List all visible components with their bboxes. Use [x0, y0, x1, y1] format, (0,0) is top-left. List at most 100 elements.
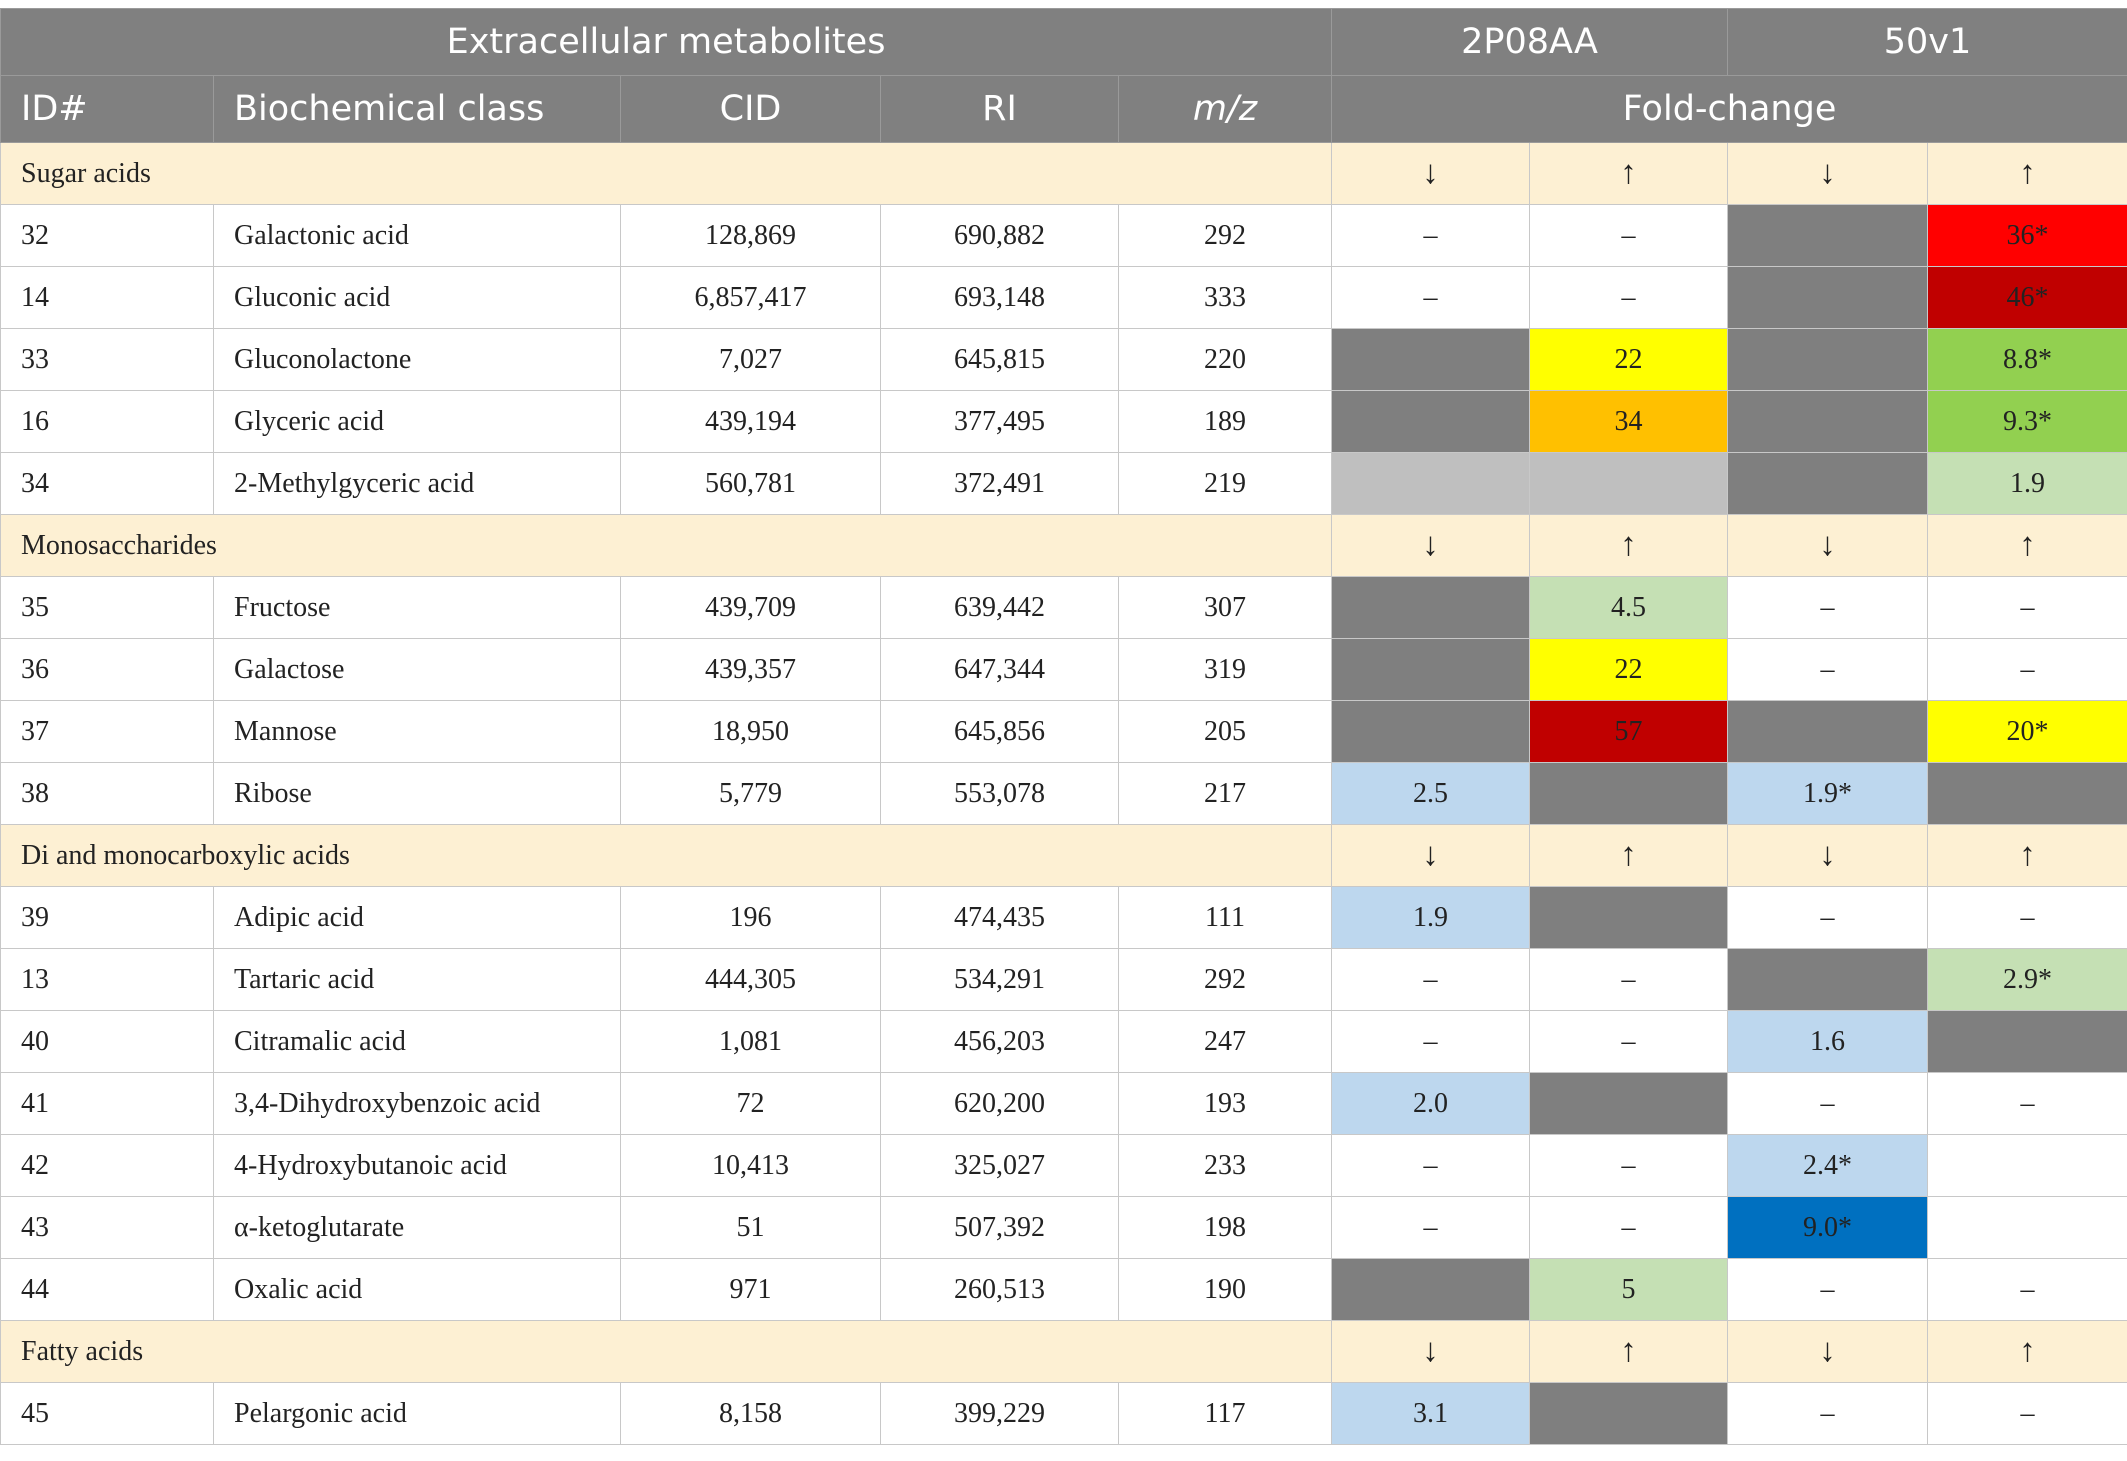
table-row: 16 Glyceric acid 439,194 377,495 189 34 9.3*	[0, 390, 2127, 453]
cell-fold-change-2p08aa-down: –	[1331, 266, 1531, 329]
cell-id: 36	[0, 638, 214, 701]
cell-fold-change-50v1-up: –	[1927, 1072, 2127, 1135]
cell-fold-change-2p08aa-up: –	[1529, 1010, 1729, 1073]
cell-cid: 18,950	[620, 700, 881, 763]
cell-biochemical-class: Galactose	[213, 638, 621, 701]
cell-cid: 6,857,417	[620, 266, 881, 329]
arrow-down-icon: ↓	[1727, 824, 1929, 887]
cell-mz: 333	[1117, 266, 1333, 329]
category-label: Di and monocarboxylic acids	[0, 824, 1333, 887]
cell-fold-change-2p08aa-down: 2.5	[1331, 762, 1531, 825]
cell-fold-change-50v1-up: 20*	[1927, 700, 2127, 763]
cell-ri: 399,229	[880, 1382, 1119, 1445]
cell-ri: 372,491	[880, 452, 1119, 515]
cell-fold-change-2p08aa-up: 22	[1529, 328, 1729, 391]
arrow-up-icon: ↑	[1927, 142, 2127, 205]
cell-biochemical-class: α-ketoglutarate	[213, 1196, 621, 1259]
cell-biochemical-class: Fructose	[213, 576, 621, 639]
table-row: 35 Fructose 439,709 639,442 307 4.5– –	[0, 576, 2127, 639]
cell-fold-change-2p08aa-up	[1529, 452, 1729, 515]
header-row-2: ID# Biochemical class CID RI m/z Fold-ch…	[0, 75, 2127, 143]
cell-fold-change-50v1-down: –	[1727, 1258, 1929, 1321]
cell-fold-change-50v1-down	[1727, 452, 1929, 515]
col-id-header: ID#	[0, 75, 214, 143]
cell-mz: 292	[1117, 204, 1333, 267]
col-mz-header: m/z	[1117, 75, 1333, 143]
cell-ri: 620,200	[880, 1072, 1119, 1135]
cell-biochemical-class: Oxalic acid	[213, 1258, 621, 1321]
cell-id: 13	[0, 948, 214, 1011]
cell-mz: 190	[1117, 1258, 1333, 1321]
col-cid-header: CID	[620, 75, 881, 143]
cell-fold-change-50v1-down	[1727, 204, 1929, 267]
cell-fold-change-2p08aa-down	[1331, 452, 1531, 515]
cell-biochemical-class: Glyceric acid	[213, 390, 621, 453]
cell-mz: 189	[1117, 390, 1333, 453]
cell-biochemical-class: 2-Methylgyceric acid	[213, 452, 621, 515]
cell-mz: 219	[1117, 452, 1333, 515]
cell-mz: 198	[1117, 1196, 1333, 1259]
header-row-1: Extracellular metabolites 2P08AA 50v1	[0, 8, 2127, 76]
cell-ri: 690,882	[880, 204, 1119, 267]
category-label: Sugar acids	[0, 142, 1333, 205]
arrow-down-icon: ↓	[1331, 142, 1531, 205]
cell-mz: 111	[1117, 886, 1333, 949]
arrow-down-icon: ↓	[1727, 514, 1929, 577]
cell-fold-change-50v1-down	[1727, 328, 1929, 391]
table-row: 38 Ribose 5,779 553,078 217 2.5 1.9*	[0, 762, 2127, 825]
cell-fold-change-50v1-down: –	[1727, 1072, 1929, 1135]
table-row: 40 Citramalic acid 1,081 456,203 247– –1.6	[0, 1010, 2127, 1073]
cell-mz: 319	[1117, 638, 1333, 701]
arrow-up-icon: ↑	[1927, 824, 2127, 887]
cell-id: 14	[0, 266, 214, 329]
cell-biochemical-class: Mannose	[213, 700, 621, 763]
cell-cid: 8,158	[620, 1382, 881, 1445]
table-row: 41 3,4-Dihydroxybenzoic acid 72 620,200 193 2…	[0, 1072, 2127, 1135]
cell-ri: 377,495	[880, 390, 1119, 453]
table-row: 44 Oxalic acid 971 260,513 190 5– –	[0, 1258, 2127, 1321]
cell-ri: 645,856	[880, 700, 1119, 763]
cell-fold-change-2p08aa-up: 57	[1529, 700, 1729, 763]
cell-fold-change-50v1-up	[1927, 1010, 2127, 1073]
cell-fold-change-2p08aa-up: –	[1529, 948, 1729, 1011]
cell-biochemical-class: Pelargonic acid	[213, 1382, 621, 1445]
cell-fold-change-2p08aa-down: 3.1	[1331, 1382, 1531, 1445]
arrow-up-icon: ↑	[1529, 514, 1729, 577]
cell-fold-change-50v1-up: 46*	[1927, 266, 2127, 329]
arrow-down-icon: ↓	[1331, 514, 1531, 577]
cell-fold-change-50v1-up: 9.3*	[1927, 390, 2127, 453]
cell-fold-change-50v1-down: 1.9*	[1727, 762, 1929, 825]
cell-fold-change-50v1-up: –	[1927, 1258, 2127, 1321]
cell-fold-change-50v1-up: –	[1927, 886, 2127, 949]
table-row: 42 4-Hydroxybutanoic acid 10,413 325,027 233…	[0, 1134, 2127, 1197]
table-row: 32 Galactonic acid 128,869 690,882 292– –36*	[0, 204, 2127, 267]
cell-mz: 233	[1117, 1134, 1333, 1197]
table-body: Sugar acids ↓ ↑ ↓ ↑ 32 Galactonic acid 128,869 6…	[0, 142, 2127, 1445]
cell-fold-change-2p08aa-down	[1331, 638, 1531, 701]
cell-fold-change-2p08aa-down	[1331, 328, 1531, 391]
table-row: 13 Tartaric acid 444,305 534,291 292– –2.9*	[0, 948, 2127, 1011]
table-row: 14 Gluconic acid 6,857,417 693,148 333– –46*	[0, 266, 2127, 329]
cell-fold-change-2p08aa-up	[1529, 762, 1729, 825]
table-row: 43 α-ketoglutarate 51 507,392 198– –9.0*	[0, 1196, 2127, 1259]
cell-id: 38	[0, 762, 214, 825]
cell-fold-change-2p08aa-down: –	[1331, 1010, 1531, 1073]
cell-id: 39	[0, 886, 214, 949]
cell-fold-change-50v1-up	[1927, 1196, 2127, 1259]
cell-id: 40	[0, 1010, 214, 1073]
category-row: Fatty acids ↓ ↑ ↓ ↑	[0, 1320, 2127, 1383]
cell-fold-change-50v1-up: 8.8*	[1927, 328, 2127, 391]
cell-fold-change-50v1-down: –	[1727, 576, 1929, 639]
cell-fold-change-2p08aa-down: –	[1331, 948, 1531, 1011]
table-row: 45 Pelargonic acid 8,158 399,229 117 3.1 – –	[0, 1382, 2127, 1445]
cell-id: 16	[0, 390, 214, 453]
col-ri-header: RI	[880, 75, 1119, 143]
arrow-down-icon: ↓	[1727, 142, 1929, 205]
cell-fold-change-50v1-down: –	[1727, 1382, 1929, 1445]
cell-cid: 10,413	[620, 1134, 881, 1197]
cell-fold-change-50v1-down	[1727, 700, 1929, 763]
cell-mz: 117	[1117, 1382, 1333, 1445]
arrow-up-icon: ↑	[1529, 142, 1729, 205]
cell-fold-change-2p08aa-down	[1331, 700, 1531, 763]
cell-id: 45	[0, 1382, 214, 1445]
